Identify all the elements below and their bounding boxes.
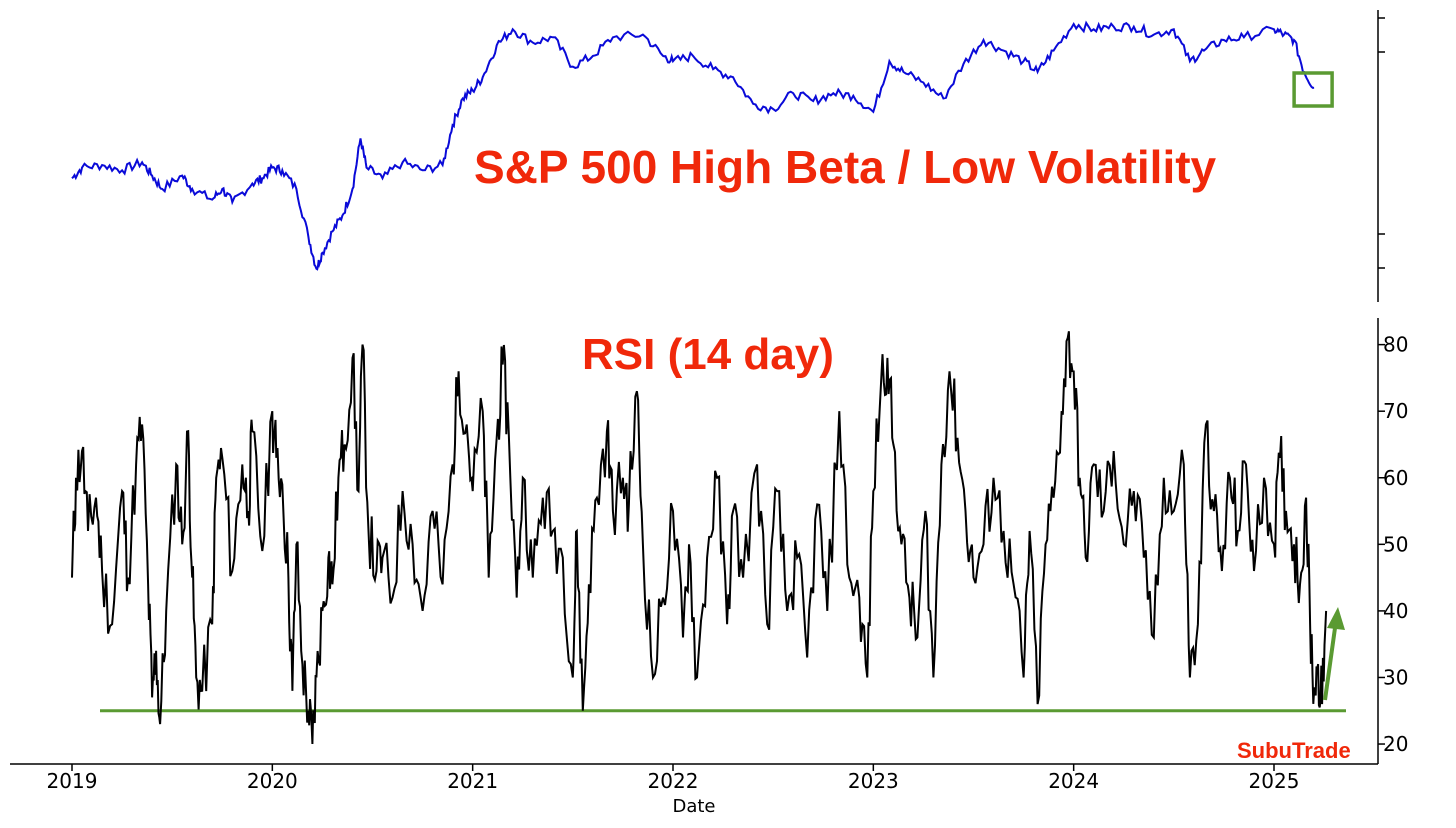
rsi-series-line xyxy=(71,331,1328,745)
y-tick-label: 30 xyxy=(1383,665,1408,689)
date-x-ticks: 2019 2020 2021 2022 2023 2024 2025 xyxy=(47,764,1300,793)
y-tick-label: 60 xyxy=(1383,466,1408,490)
x-tick-label: 2023 xyxy=(848,769,899,793)
watermark: SubuTrade xyxy=(1237,738,1351,763)
top-panel xyxy=(71,10,1385,302)
x-tick-label: 2025 xyxy=(1249,769,1300,793)
y-tick-label: 20 xyxy=(1383,732,1408,756)
up-arrow xyxy=(1323,607,1345,701)
x-tick-label: 2019 xyxy=(47,769,98,793)
rsi-chart-title: RSI (14 day) xyxy=(582,330,834,379)
rsi-y-ticks: 20 30 40 50 60 70 80 xyxy=(1378,333,1408,756)
x-tick-label: 2020 xyxy=(247,769,298,793)
highlight-box xyxy=(1292,71,1334,108)
y-tick-label: 50 xyxy=(1383,532,1408,556)
x-tick-label: 2021 xyxy=(447,769,498,793)
x-axis-label: Date xyxy=(672,796,715,817)
price-series-line xyxy=(71,20,1315,271)
y-tick-label: 80 xyxy=(1383,333,1408,357)
x-tick-label: 2022 xyxy=(648,769,699,793)
arrow-shaft xyxy=(1323,627,1337,701)
y-tick-label: 70 xyxy=(1383,399,1408,423)
y-tick-label: 40 xyxy=(1383,599,1408,623)
price-chart-title: S&P 500 High Beta / Low Volatility xyxy=(474,141,1217,193)
arrow-head xyxy=(1327,607,1345,630)
x-tick-label: 2024 xyxy=(1048,769,1099,793)
